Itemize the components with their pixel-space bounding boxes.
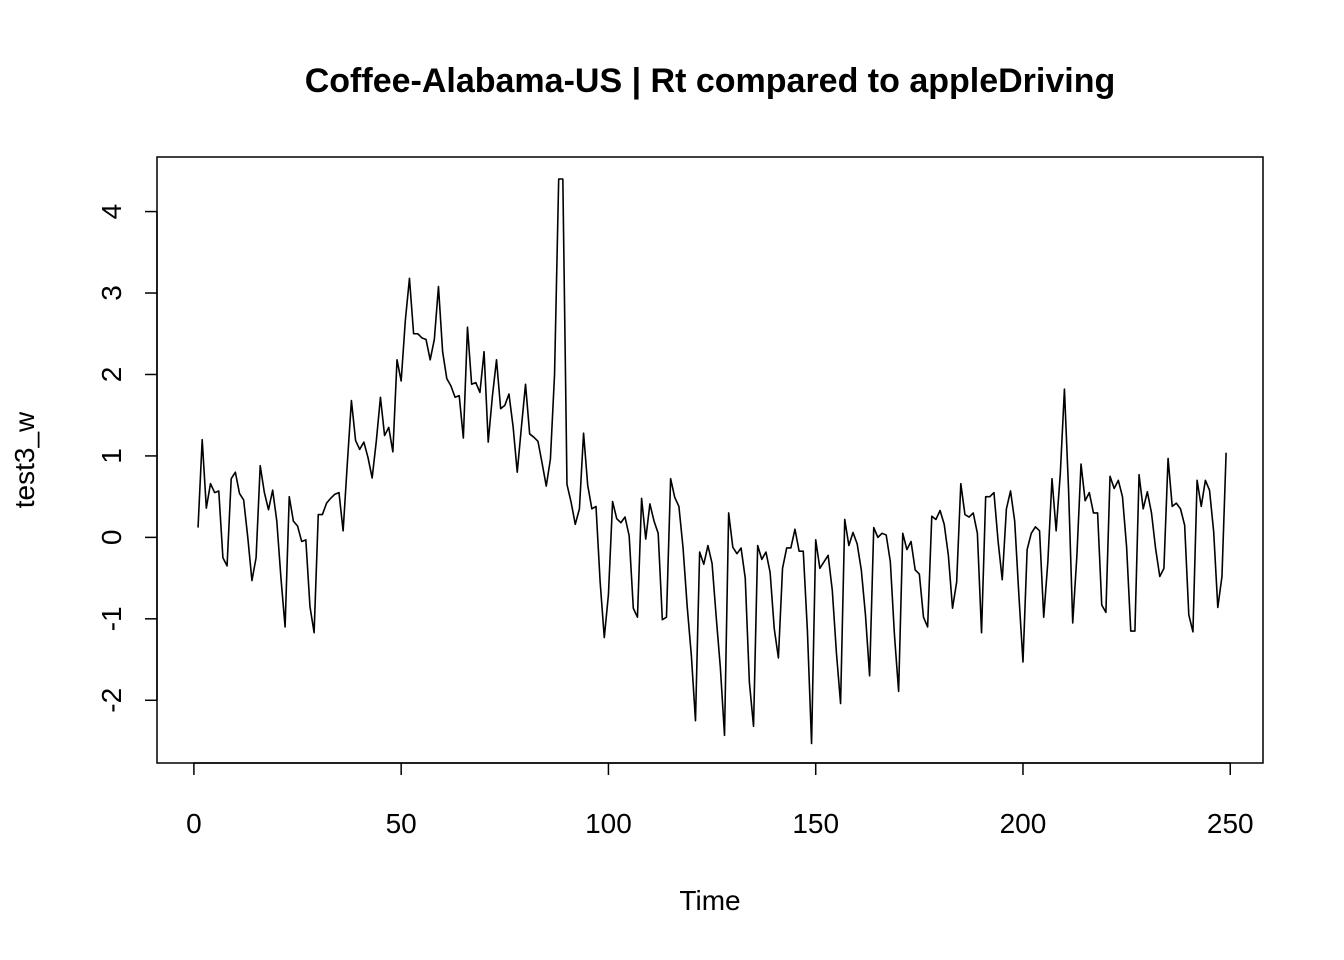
x-axis: 0 50 100 150 200 250 <box>186 762 1254 839</box>
y-axis: -2 -1 0 1 2 3 4 <box>96 204 158 713</box>
series-line <box>197 178 1227 745</box>
y-tick-label: 4 <box>96 204 127 220</box>
x-axis-label: Time <box>679 885 740 916</box>
x-tick-label: 100 <box>585 808 632 839</box>
x-tick-label: 250 <box>1207 808 1254 839</box>
y-tick-label: 3 <box>96 285 127 301</box>
y-axis-label: test3_w <box>9 411 40 508</box>
y-tick-label: 2 <box>96 367 127 383</box>
x-tick-label: 150 <box>792 808 839 839</box>
y-tick-label: 0 <box>96 530 127 546</box>
chart-title: Coffee-Alabama-US | Rt compared to apple… <box>305 62 1116 100</box>
y-tick-label: -2 <box>96 688 127 713</box>
x-tick-label: 50 <box>386 808 417 839</box>
x-tick-label: 200 <box>1000 808 1047 839</box>
y-tick-label: -1 <box>96 606 127 631</box>
y-tick-label: 1 <box>96 448 127 464</box>
plot-frame <box>156 156 1264 764</box>
x-tick-label: 0 <box>186 808 202 839</box>
